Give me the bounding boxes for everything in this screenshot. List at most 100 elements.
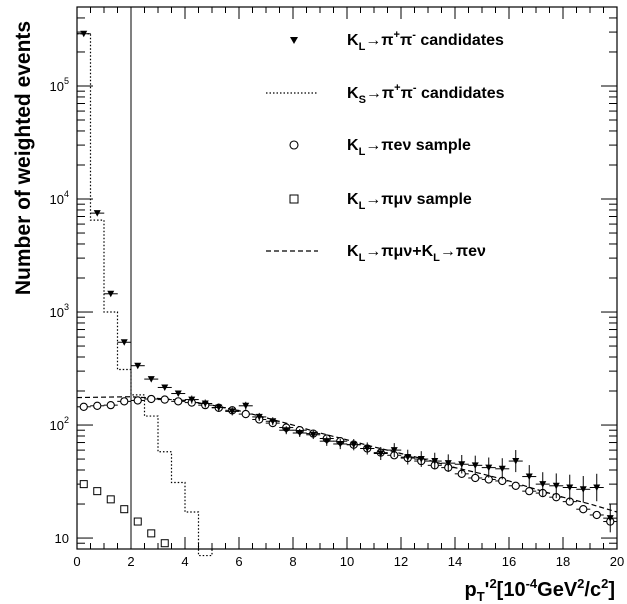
legend-marker-square [289,194,299,204]
kpp-point [363,445,371,452]
legend-marker-triangle [290,37,298,44]
legend-k-sub: L [359,41,366,53]
ke3-point [579,505,588,514]
x-title-unit-open: [10 [497,579,526,601]
y-tick-label: 103 [50,302,69,320]
kmu-point [133,517,142,526]
kpp-point [188,396,196,404]
x-title-base: p [465,579,477,601]
y-axis-title-text: Number of weighted events [12,21,35,295]
y-tick-label: 102 [50,415,69,433]
legend-entry: KL→π+π- candidates [290,29,504,53]
ke3-point [79,402,88,411]
legend-label: KS→π+π- candidates [347,82,505,106]
kpp-point [201,400,209,408]
kpp-point [498,465,506,473]
kpp-point [512,458,520,465]
y-tick-mantissa: 10 [50,192,64,207]
x-title-unit-exp3: 2 [601,576,608,591]
kpp-point [552,482,560,490]
kpp-point [147,376,155,383]
x-title-prime: ' [485,579,490,601]
x-tick-label: 18 [556,554,570,569]
x-tick-label: 0 [73,554,80,569]
kpp-point [390,447,398,454]
legend-k-sub: S [359,94,366,106]
sum-sample-line [76,396,618,513]
x-tick-label: 4 [181,554,188,569]
legend-sup2: - [412,29,416,41]
ke3-point [120,397,129,406]
kpp-point [228,408,236,415]
kpp-point [444,460,452,467]
kpp-point [579,486,587,493]
x-axis-title: pT'2[10-4GeV2/c2] [465,576,616,604]
ke3-point [241,409,250,419]
kpp-point [458,461,466,468]
kpp-point [134,362,142,370]
kpp-point [174,390,182,398]
x-tick-label: 10 [340,554,354,569]
legend-entry: KL→πμν+KL→πeν [266,243,486,264]
kpp-point [350,441,358,449]
ke3-point [133,396,142,405]
legend-k2-sub: L [433,252,440,264]
legend-sup2: - [413,82,417,94]
kpp-point [525,473,533,481]
kpp-point [471,462,479,469]
legend-decay: →π [365,32,393,49]
kpp-point [296,430,304,437]
ke3-point [160,395,169,404]
y-axis-title: Number of weighted events [12,21,35,295]
x-title-unit-mid2: /c [584,579,601,601]
kpp-point [566,484,574,492]
legend-label: KL→πμν+KL→πeν [347,243,486,264]
kpp-point [309,431,317,439]
kpp-point [606,515,614,522]
legend-entry: KL→πeν sample [289,137,471,158]
legend-decay: →πμν+K [365,243,433,260]
ks-histogram-line [77,33,213,557]
kpp-point [282,427,290,434]
legend-label: KL→π+π- candidates [347,29,504,53]
legend-k: K [347,191,359,208]
y-tick-label: 10 [55,531,69,546]
y-tick-label: 105 [50,76,69,94]
kpp-point [377,450,385,457]
ke3-point [592,510,601,520]
ke3-point [147,394,156,404]
x-tick-label: 20 [610,554,624,569]
kpp-point [539,481,547,488]
legend-decay: →πeν sample [365,137,471,154]
legend-pi: π [400,32,412,49]
kpp-point [485,464,493,472]
legend-tail2: →πeν [440,243,486,260]
kpp-point [593,484,601,492]
legend-k: K [347,137,359,154]
legend-label: KL→πμν sample [347,191,472,212]
x-tick-label: 14 [448,554,462,569]
kmu-point [120,505,129,514]
legend-decay: →π [366,85,394,102]
x-tick-label: 2 [127,554,134,569]
kpp-point [80,30,88,38]
kmu-point [79,480,88,489]
y-tick-mantissa: 10 [50,305,64,320]
legend-k: K [347,243,359,260]
y-tick-mantissa: 10 [55,531,69,546]
x-tick-label: 16 [502,554,516,569]
kpp-point [323,438,331,445]
x-tick-label: 12 [394,554,408,569]
kpp-point [93,210,101,217]
legend-marker-circle [289,140,299,150]
x-title-unit-exp: -4 [526,576,538,591]
ke3-point [174,397,183,406]
legend-tail: candidates [416,32,504,49]
y-tick-mantissa: 10 [50,418,64,433]
kpp-point [120,339,128,346]
legend-k-sub: L [359,252,366,264]
y-tick-mantissa: 10 [50,79,64,94]
y-tick-label: 104 [50,189,69,207]
legend-k-sub: L [359,146,366,158]
